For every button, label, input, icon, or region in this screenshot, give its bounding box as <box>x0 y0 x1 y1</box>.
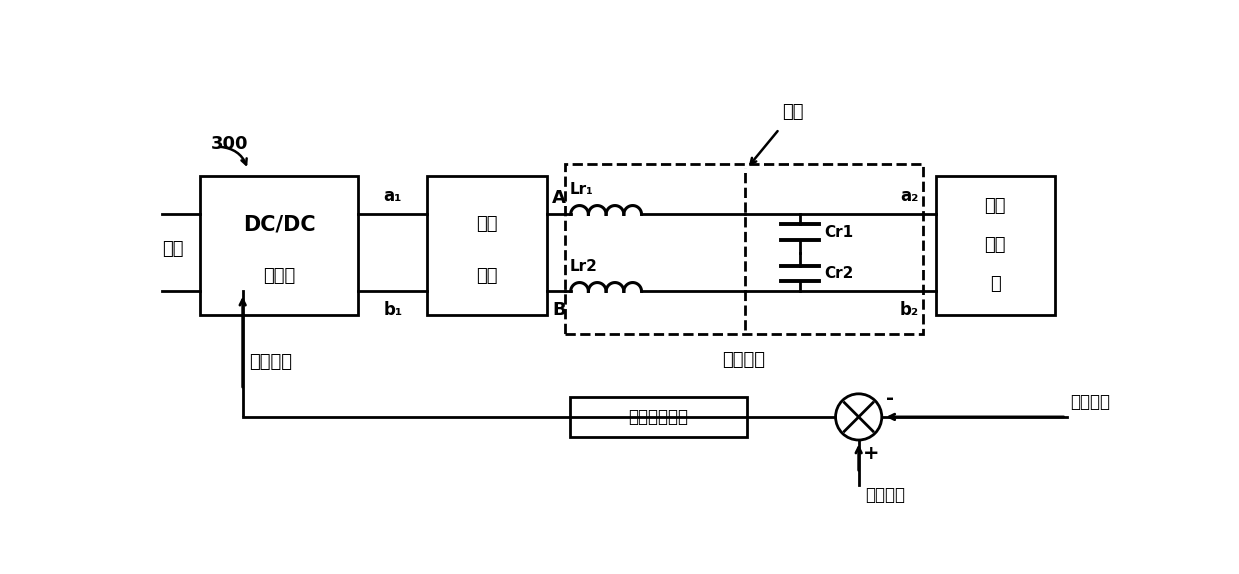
Text: 输入: 输入 <box>162 240 183 258</box>
Text: +: + <box>864 444 880 463</box>
Text: 谐振网络: 谐振网络 <box>722 351 764 369</box>
Text: Cr2: Cr2 <box>824 266 854 281</box>
Text: Lr₁: Lr₁ <box>569 183 593 197</box>
Text: 原边: 原边 <box>477 215 498 234</box>
Text: A: A <box>553 189 566 207</box>
Text: 隔离: 隔离 <box>783 103 804 121</box>
Text: Cr1: Cr1 <box>824 224 854 239</box>
Text: a₂: a₂ <box>901 187 919 205</box>
Text: a₁: a₁ <box>384 187 401 205</box>
Text: 整流: 整流 <box>985 236 1006 254</box>
Bar <box>201 176 358 315</box>
Text: 变流器: 变流器 <box>263 267 295 285</box>
Bar <box>427 176 546 315</box>
Bar <box>570 397 747 437</box>
Text: 300: 300 <box>211 134 248 153</box>
Text: b₁: b₁ <box>383 301 403 319</box>
Text: -: - <box>886 389 893 408</box>
Text: Lr2: Lr2 <box>569 259 597 274</box>
Bar <box>935 176 1056 315</box>
Text: 基准信号: 基准信号 <box>865 486 904 504</box>
Text: B: B <box>553 301 566 319</box>
Text: 拓扑: 拓扑 <box>477 267 498 285</box>
Text: 反馈信号: 反馈信号 <box>1070 393 1110 411</box>
Text: b₂: b₂ <box>900 301 919 319</box>
Text: 器: 器 <box>990 275 1001 293</box>
Text: 控制信号: 控制信号 <box>249 353 292 371</box>
Text: DC/DC: DC/DC <box>243 215 316 234</box>
Text: 副边: 副边 <box>985 197 1006 215</box>
Text: 反馈补偿环节: 反馈补偿环节 <box>628 408 689 426</box>
Bar <box>565 164 923 333</box>
